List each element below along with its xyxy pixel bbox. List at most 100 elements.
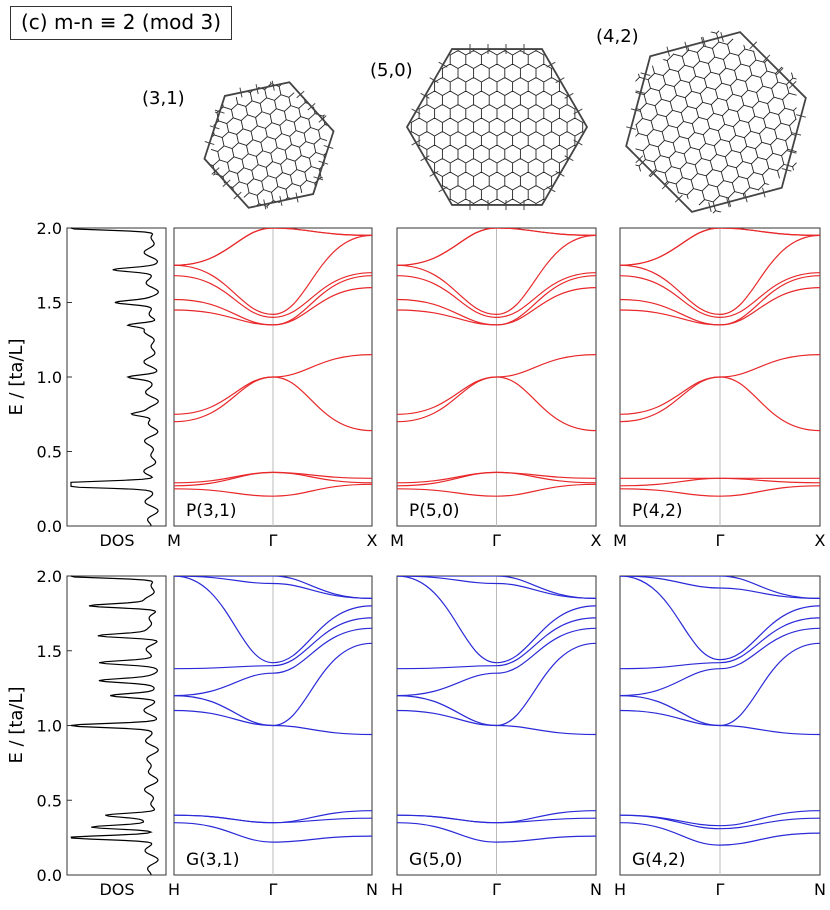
band-line — [174, 576, 372, 664]
structure-label-3: (4,2) — [596, 26, 639, 47]
dos-curve — [70, 575, 159, 876]
band-line — [620, 822, 820, 846]
band-line — [397, 272, 596, 319]
band-line — [620, 576, 820, 599]
band-line — [397, 822, 596, 843]
band-panel-1: G(3,1) H Γ N — [168, 575, 378, 899]
y-tick-label: 0.0 — [37, 517, 62, 536]
band-line — [397, 483, 596, 497]
band-line — [620, 228, 820, 266]
dos-label: DOS — [99, 531, 134, 550]
panel-label: P(4,2) — [632, 501, 683, 521]
band-line — [620, 627, 820, 697]
x-tick-label: M — [167, 531, 181, 550]
panel-label: G(4,2) — [632, 850, 685, 870]
band-panel-1: P(3,1) M Γ X — [167, 227, 378, 550]
x-tick-label: X — [367, 531, 378, 550]
figure-title: (c) m-n ≡ 2 (mod 3) — [10, 6, 232, 40]
band-line — [620, 617, 820, 670]
x-tick-label: Γ — [269, 531, 278, 550]
band-line — [620, 814, 820, 830]
band-line — [174, 576, 372, 599]
band-line — [174, 642, 372, 727]
y-tick-label: 2.0 — [37, 567, 62, 586]
band-line — [174, 354, 372, 415]
band-line — [174, 627, 372, 697]
band-line — [174, 822, 372, 843]
band-line — [397, 810, 596, 824]
band-line — [620, 810, 820, 827]
band-line — [620, 642, 820, 727]
band-line — [397, 275, 596, 326]
band-line — [397, 234, 596, 316]
band-line — [174, 810, 372, 824]
x-tick-label: Γ — [716, 531, 725, 550]
band-line — [620, 272, 820, 319]
band-line — [174, 275, 372, 326]
x-tick-label: N — [366, 880, 378, 899]
panel-label: G(3,1) — [186, 850, 239, 870]
structure-label-2: (5,0) — [370, 60, 413, 81]
plot-group-square-lattice: E / [ta/L] DOS 0.00.51.01.52.0P(3,1)M Γ XP… — [6, 219, 826, 550]
y-tick-label: 0.0 — [37, 866, 62, 885]
panel-label: P(3,1) — [186, 501, 237, 521]
band-line — [174, 234, 372, 316]
nanostructure-2 — [405, 44, 589, 210]
band-line — [397, 627, 596, 697]
band-line — [620, 576, 820, 599]
x-tick-label: Γ — [492, 531, 501, 550]
y-tick-label: 2.0 — [37, 219, 62, 238]
y-axis-label: E / [ta/L] — [6, 338, 27, 415]
band-panel-3: G(4,2) H Γ N — [614, 575, 826, 899]
y-tick-label: 0.5 — [37, 443, 62, 462]
band-line — [174, 483, 372, 497]
band-line — [174, 617, 372, 670]
x-tick-label: H — [391, 880, 403, 899]
panel-label: G(5,0) — [409, 850, 462, 870]
band-line — [620, 354, 820, 415]
y-tick-label: 1.0 — [37, 368, 62, 387]
band-line — [397, 354, 596, 415]
x-tick-label: X — [815, 531, 826, 550]
x-tick-label: H — [614, 880, 626, 899]
x-tick-label: X — [591, 531, 602, 550]
dos-label: DOS — [99, 880, 134, 899]
y-tick-label: 0.5 — [37, 791, 62, 810]
dos-curve — [70, 227, 159, 527]
band-line — [620, 576, 820, 661]
panel-label: P(5,0) — [409, 501, 460, 521]
x-tick-label: Γ — [492, 880, 501, 899]
band-line — [397, 617, 596, 670]
y-tick-label: 1.0 — [37, 717, 62, 736]
band-line — [397, 642, 596, 727]
x-tick-label: M — [390, 531, 404, 550]
x-tick-label: M — [613, 531, 627, 550]
band-panel-3: P(4,2) M Γ X — [613, 227, 826, 550]
band-line — [620, 234, 820, 316]
band-line — [620, 485, 820, 497]
band-panel-2: G(5,0) H Γ N — [391, 575, 602, 899]
band-line — [620, 275, 820, 326]
band-line — [174, 471, 372, 484]
y-tick-label: 1.5 — [37, 294, 62, 313]
band-line — [174, 576, 372, 599]
x-tick-label: N — [590, 880, 602, 899]
band-line — [397, 576, 596, 599]
band-line — [397, 576, 596, 599]
dos-frame — [66, 575, 167, 876]
x-tick-label: Γ — [716, 880, 725, 899]
band-line — [397, 228, 596, 266]
band-line — [174, 228, 372, 266]
band-panel-2: P(5,0) M Γ X — [390, 227, 602, 550]
band-line — [397, 471, 596, 484]
y-tick-label: 1.5 — [37, 642, 62, 661]
nanostructure-drawings — [192, 11, 827, 233]
band-line — [174, 272, 372, 319]
structure-label-1: (3,1) — [142, 88, 185, 109]
x-tick-label: Γ — [269, 880, 278, 899]
plot-group-hexagonal-lattice: E / [ta/L] DOS 0.00.51.01.52.0G(3,1)H Γ NG… — [6, 567, 826, 899]
x-tick-label: N — [814, 880, 826, 899]
band-line — [397, 576, 596, 664]
x-tick-label: H — [168, 880, 180, 899]
